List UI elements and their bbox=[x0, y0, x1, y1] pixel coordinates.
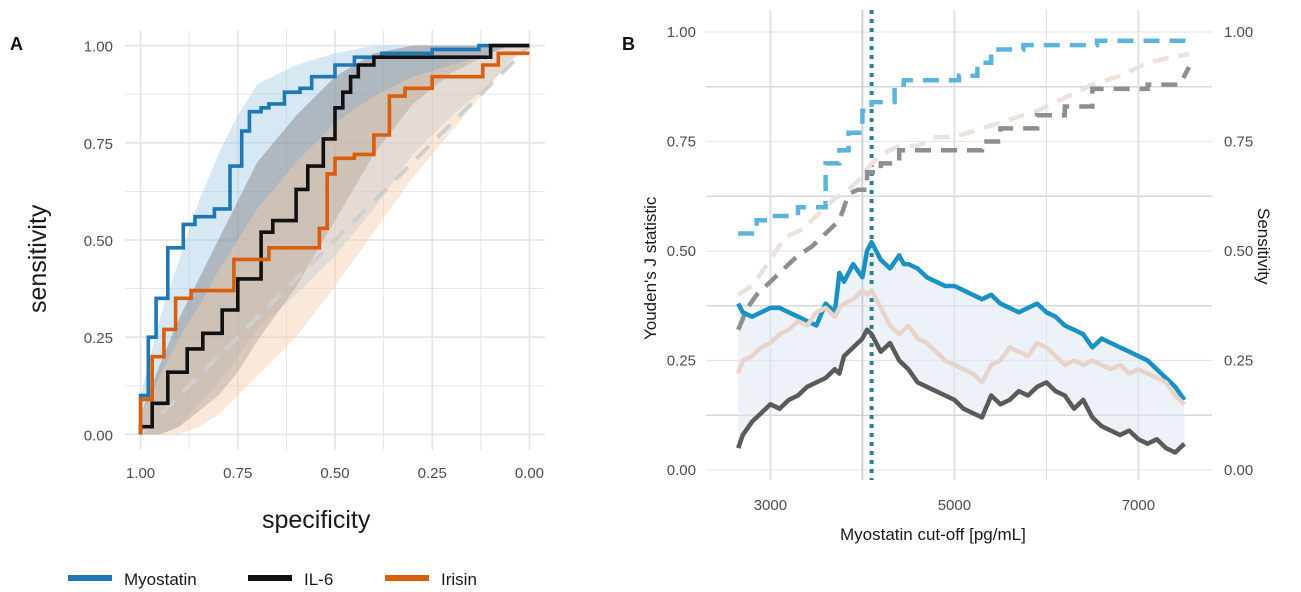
panel-b-sensitivity-line-1 bbox=[736, 51, 1190, 297]
panel-b-sensitivity-line-0 bbox=[738, 38, 1189, 236]
legend-label-il-6: IL-6 bbox=[304, 570, 333, 589]
panel-b-y-tick-label: 0.75 bbox=[667, 134, 696, 151]
panel-b-y-axis-title: Youden's J statistic bbox=[641, 196, 660, 340]
panel-b-x-tick-label: 7000 bbox=[1122, 497, 1155, 514]
panel-a-x-tick-label: 0.25 bbox=[418, 465, 447, 482]
panel-b-right-y-axis-title: Sensitivity bbox=[1254, 208, 1273, 285]
panel-a-x-tick-label: 1.00 bbox=[126, 465, 155, 482]
panel-a-y-tick-label: 0.25 bbox=[84, 330, 113, 347]
panel-a-x-axis-title: specificity bbox=[262, 506, 371, 534]
legend: Myostatin IL-6 Irisin bbox=[68, 570, 477, 589]
panel-a-y-tick-label: 0.00 bbox=[84, 427, 113, 444]
panel-b-label: B bbox=[622, 34, 635, 54]
panel-b-right-y-tick-label: 0.00 bbox=[1224, 462, 1253, 479]
panel-a-x-tick-label: 0.75 bbox=[223, 465, 252, 482]
panel-a-label: A bbox=[10, 34, 23, 54]
panel-b-right-y-tick-label: 1.00 bbox=[1224, 24, 1253, 41]
panel-b-x-tick-labels: 3000 5000 7000 bbox=[754, 497, 1155, 514]
panel-b-x-tick-label: 3000 bbox=[754, 497, 787, 514]
panel-a-x-tick-label: 0.50 bbox=[320, 465, 349, 482]
panel-b-x-tick-label: 5000 bbox=[938, 497, 971, 514]
panel-a-reference-line bbox=[139, 44, 531, 436]
panel-b-y-tick-label: 0.25 bbox=[667, 353, 696, 370]
panel-b-right-y-tick-label: 0.25 bbox=[1224, 353, 1253, 370]
panel-b-youden-line-1 bbox=[736, 288, 1186, 406]
panel-a-y-tick-label: 0.75 bbox=[84, 136, 113, 153]
legend-label-myostatin: Myostatin bbox=[124, 570, 197, 589]
panel-b-x-axis-title: Myostatin cut-off [pg/mL] bbox=[840, 525, 1026, 544]
panel-b-youden-line-0 bbox=[736, 239, 1187, 402]
panel-a-roc-curves bbox=[138, 43, 530, 435]
panel-b-y-tick-label: 0.50 bbox=[667, 243, 696, 260]
panel-a-y-tick-label: 0.50 bbox=[84, 233, 113, 250]
panel-b-youden-chart: 3000 5000 7000 0.000.250.500.751.00 0.000.… bbox=[622, 10, 1273, 544]
panel-b-youden-line-2 bbox=[736, 327, 1186, 455]
panel-a-x-tick-label: 0.00 bbox=[515, 465, 544, 482]
panel-b-shaded-area bbox=[738, 242, 1185, 453]
panel-a-reference-diagonal bbox=[139, 44, 531, 436]
panel-a-y-tick-label: 1.00 bbox=[84, 39, 113, 56]
panel-a-x-tick-labels: 1.00 0.75 0.50 0.25 0.00 bbox=[126, 465, 544, 482]
panel-b-gridlines bbox=[706, 10, 1212, 480]
legend-label-irisin: Irisin bbox=[441, 570, 477, 589]
panel-a-roc-line-myostatin bbox=[138, 43, 530, 435]
panel-a-y-tick-labels: 0.00 0.25 0.50 0.75 1.00 bbox=[84, 39, 113, 445]
panel-a-roc-chart: 1.00 0.75 0.50 0.25 0.00 0.000.250.500.751.0… bbox=[10, 30, 545, 534]
panel-a-roc-line-il-6 bbox=[138, 43, 530, 435]
panel-b-right-y-tick-labels: 0.00 0.25 0.50 0.75 1.00 bbox=[1224, 24, 1253, 479]
panel-a-roc-line-irisin bbox=[138, 51, 530, 435]
panel-a-y-axis-title: sensitivity bbox=[24, 204, 52, 313]
panel-b-right-y-tick-label: 0.75 bbox=[1224, 134, 1253, 151]
panel-b-series-lines bbox=[736, 38, 1191, 455]
panel-b-sensitivity-line-2 bbox=[736, 65, 1191, 331]
panel-b-y-tick-label: 1.00 bbox=[667, 24, 696, 41]
panel-b-right-y-tick-label: 0.50 bbox=[1224, 243, 1253, 260]
panel-b-y-tick-labels: 0.00 0.25 0.50 0.75 1.00 bbox=[667, 24, 696, 479]
panel-b-y-tick-label: 0.00 bbox=[667, 462, 696, 479]
